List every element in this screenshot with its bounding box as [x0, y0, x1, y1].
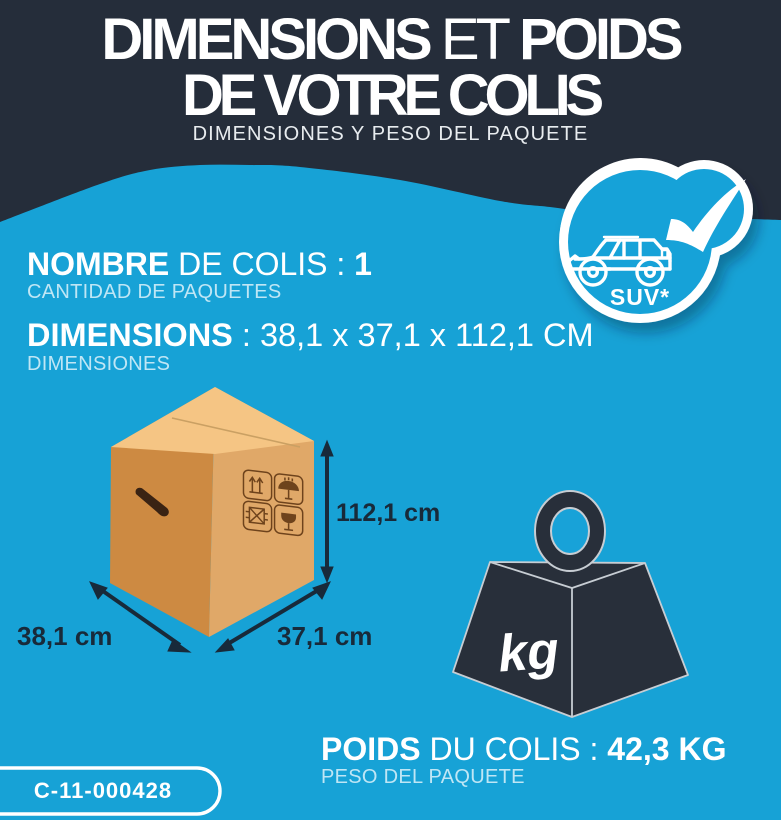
- svg-text:37,1 cm: 37,1 cm: [277, 621, 372, 651]
- svg-text:112,1 cm: 112,1 cm: [336, 499, 440, 527]
- svg-text:kg: kg: [496, 621, 561, 683]
- svg-text:SUV*: SUV*: [610, 284, 670, 310]
- svg-text:38,1 cm: 38,1 cm: [17, 621, 112, 651]
- svg-text:C-11-000428: C-11-000428: [34, 778, 172, 803]
